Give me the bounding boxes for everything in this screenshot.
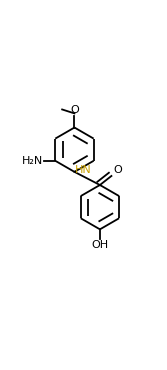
Text: O: O xyxy=(70,105,79,115)
Text: O: O xyxy=(113,165,122,175)
Text: OH: OH xyxy=(91,240,109,250)
Text: H₂N: H₂N xyxy=(22,156,43,166)
Text: HN: HN xyxy=(75,165,92,175)
